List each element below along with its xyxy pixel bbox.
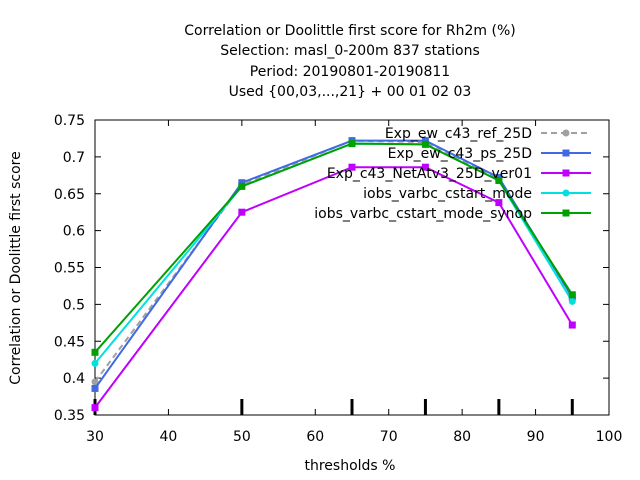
x-tick-label: 30 xyxy=(86,429,104,445)
x-tick-label: 80 xyxy=(453,429,471,445)
legend-label: iobs_varbc_cstart_mode_synop xyxy=(314,206,532,222)
chart-title-line-3: Period: 20190801-20190811 xyxy=(250,64,450,80)
series-5 xyxy=(91,140,576,356)
data-point xyxy=(238,208,246,216)
data-point xyxy=(238,182,246,190)
chart-title-line-4: Used {00,03,...,21} + 00 01 02 03 xyxy=(229,84,472,100)
data-point xyxy=(568,321,576,329)
chart-title-line-2: Selection: masl_0-200m 837 stations xyxy=(220,43,480,59)
y-tick-label: 0.45 xyxy=(54,334,85,350)
x-tick-label: 100 xyxy=(596,429,623,445)
y-tick-label: 0.75 xyxy=(54,113,85,129)
chart-title-line-1: Correlation or Doolittle first score for… xyxy=(184,23,515,39)
series-3 xyxy=(91,163,576,412)
y-tick-label: 0.6 xyxy=(63,224,85,240)
y-axis-label: Correlation or Doolittle first score xyxy=(8,151,24,384)
legend-label: iobs_varbc_cstart_mode xyxy=(363,186,532,202)
x-tick-label: 50 xyxy=(233,429,251,445)
data-point xyxy=(91,378,99,386)
legend-item: Exp_ew_c43_ref_25D xyxy=(385,126,591,142)
legend-swatch-marker xyxy=(562,169,570,177)
data-point xyxy=(91,348,99,356)
x-axis-label: thresholds % xyxy=(305,458,396,474)
data-point xyxy=(91,384,99,392)
data-point xyxy=(421,137,429,145)
y-tick-label: 0.7 xyxy=(63,150,85,166)
data-point xyxy=(348,163,356,171)
data-point xyxy=(568,297,576,305)
legend-label: Exp_ew_c43_ps_25D xyxy=(388,146,532,162)
x-tick-label: 90 xyxy=(527,429,545,445)
legend-swatch-marker xyxy=(562,209,570,217)
x-tick-label: 60 xyxy=(306,429,324,445)
data-point xyxy=(348,140,356,148)
y-tick-label: 0.65 xyxy=(54,187,85,203)
x-tick-label: 40 xyxy=(160,429,178,445)
series-line xyxy=(94,166,574,409)
y-tick-label: 0.5 xyxy=(63,297,85,313)
data-point xyxy=(421,163,429,171)
data-point xyxy=(91,359,99,367)
data-point xyxy=(91,404,99,412)
data-point xyxy=(421,140,429,148)
legend-item: iobs_varbc_cstart_mode xyxy=(363,186,591,202)
legend-swatch-marker xyxy=(562,129,570,137)
data-point xyxy=(495,176,503,184)
y-tick-label: 0.35 xyxy=(54,408,85,424)
legend-item: Exp_c43_NetAtv3_25D_ver01 xyxy=(327,166,591,182)
y-tick-label: 0.4 xyxy=(63,371,85,387)
data-point xyxy=(568,291,576,299)
series-line xyxy=(94,142,574,353)
legend: Exp_ew_c43_ref_25D Exp_ew_c43_ps_25D Exp_c… xyxy=(314,126,591,222)
data-point xyxy=(495,199,503,207)
legend-item: iobs_varbc_cstart_mode_synop xyxy=(314,206,591,222)
legend-label: Exp_c43_NetAtv3_25D_ver01 xyxy=(327,166,532,182)
chart-title: Correlation or Doolittle first score for… xyxy=(184,23,515,100)
y-tick-label: 0.55 xyxy=(54,261,85,277)
x-tick-label: 70 xyxy=(380,429,398,445)
data-point xyxy=(238,179,246,187)
legend-swatch-marker xyxy=(562,149,570,157)
legend-item: Exp_ew_c43_ps_25D xyxy=(388,146,591,162)
legend-label: Exp_ew_c43_ref_25D xyxy=(385,126,532,142)
legend-swatch-marker xyxy=(562,189,570,197)
